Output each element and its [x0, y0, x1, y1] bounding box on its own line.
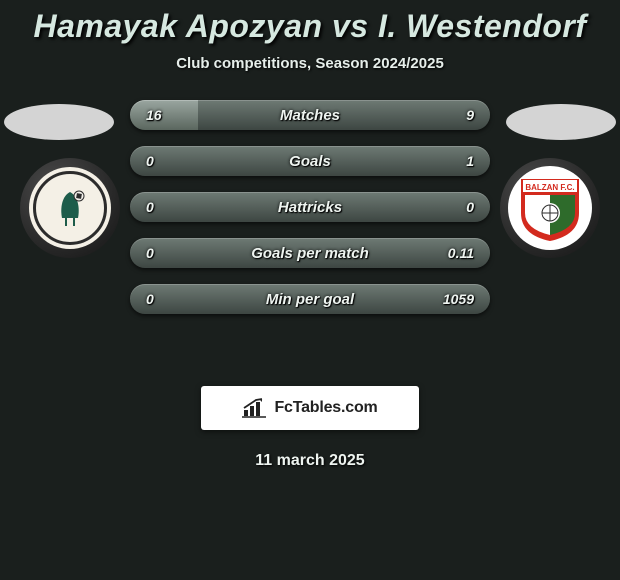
bar-chart-icon [242, 398, 268, 418]
svg-text:BALZAN F.C.: BALZAN F.C. [525, 183, 574, 192]
stat-label: Goals [130, 153, 490, 170]
stat-row: 16Matches9 [130, 100, 490, 130]
shield-icon: BALZAN F.C. [517, 173, 583, 243]
main-area: BALZAN F.C. 16Matches90Goals10Hattricks0… [0, 100, 620, 360]
stat-row: 0Min per goal1059 [130, 284, 490, 314]
stat-label: Goals per match [130, 245, 490, 262]
stat-label: Matches [130, 107, 490, 124]
stat-row: 0Goals per match0.11 [130, 238, 490, 268]
stat-row: 0Hattricks0 [130, 192, 490, 222]
stat-label: Min per goal [130, 291, 490, 308]
page-title: Hamayak Apozyan vs I. Westendorf [0, 8, 620, 45]
player-left-crest [20, 158, 120, 258]
player-left-oval [4, 104, 114, 140]
stats-list: 16Matches90Goals10Hattricks00Goals per m… [130, 100, 490, 330]
stat-value-right: 9 [466, 107, 474, 123]
stat-row: 0Goals1 [130, 146, 490, 176]
player-right-crest: BALZAN F.C. [500, 158, 600, 258]
date-label: 11 march 2025 [0, 452, 620, 470]
stat-value-right: 0 [466, 199, 474, 215]
stat-value-right: 1059 [443, 291, 474, 307]
stat-label: Hattricks [130, 199, 490, 216]
brand-text: FcTables.com [274, 399, 377, 417]
comparison-card: Hamayak Apozyan vs I. Westendorf Club co… [0, 0, 620, 470]
player-right-oval [506, 104, 616, 140]
stat-value-right: 0.11 [448, 245, 474, 261]
peacock-icon [52, 186, 88, 230]
brand-badge[interactable]: FcTables.com [201, 386, 419, 430]
page-subtitle: Club competitions, Season 2024/2025 [0, 55, 620, 72]
peacock-crest [29, 167, 111, 249]
stat-value-right: 1 [466, 153, 474, 169]
balzan-fc-crest: BALZAN F.C. [508, 166, 592, 250]
